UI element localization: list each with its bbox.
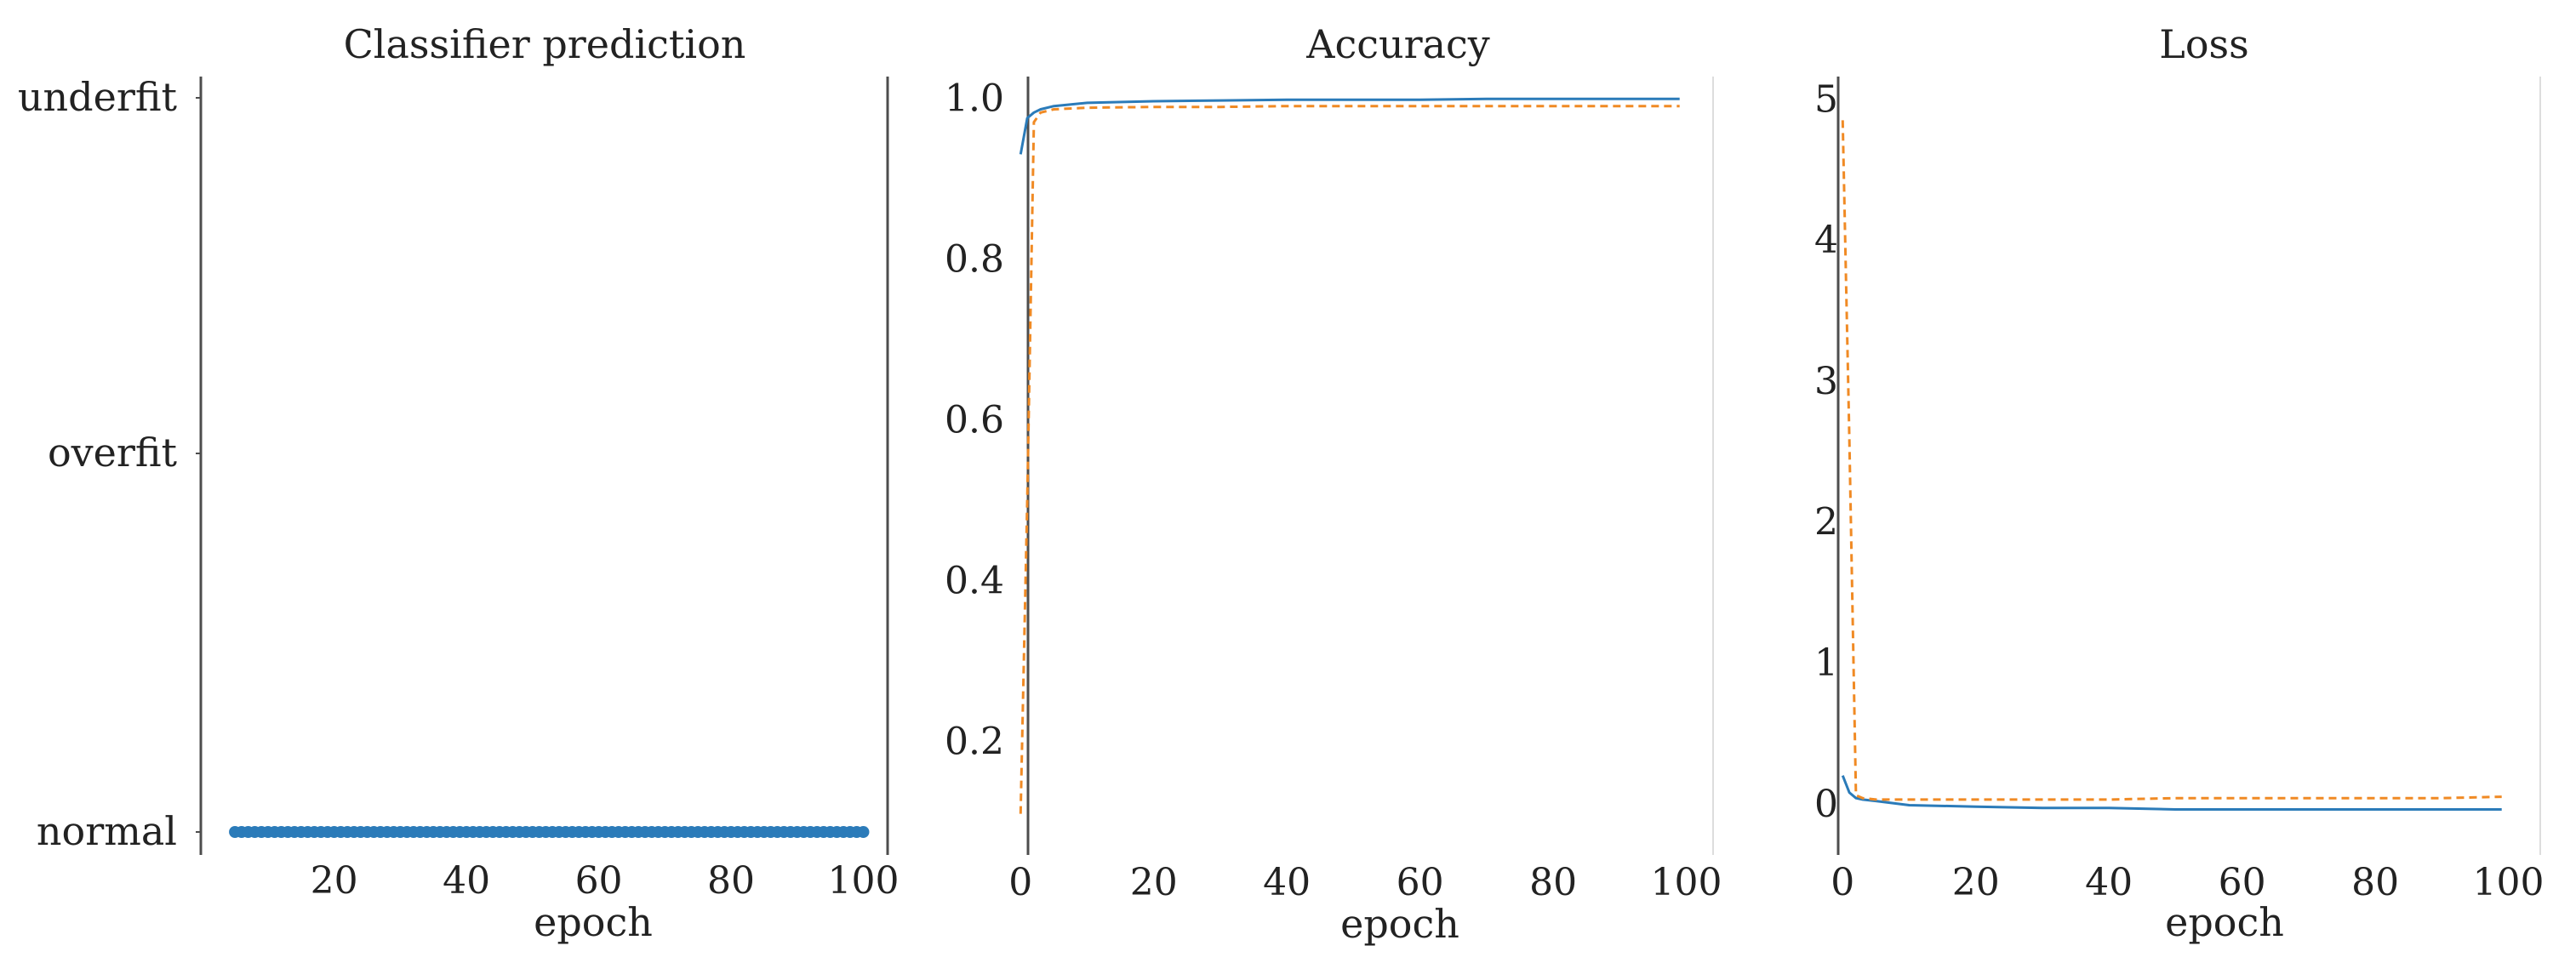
y-tick-label: underfit [18, 74, 178, 120]
x-tick-label: 80 [1529, 861, 1577, 904]
y-tick-label: 0.8 [945, 237, 1004, 281]
x-tick-label: 60 [575, 859, 623, 903]
x-tick-label: 0 [1831, 861, 1854, 904]
y-tick-label: 0 [1814, 783, 1838, 826]
x-axis-label: epoch [2165, 899, 2284, 945]
x-tick-label: 0 [1008, 861, 1032, 904]
y-tick-label: overfit [48, 430, 178, 476]
y-tick-label: 4 [1814, 219, 1838, 262]
x-tick-label: 40 [443, 859, 490, 903]
x-tick-label: 60 [1397, 861, 1444, 904]
x-tick-label: 20 [1130, 861, 1178, 904]
x-tick-label: 60 [2219, 861, 2266, 904]
y-tick-label: 0.6 [945, 398, 1004, 442]
x-tick-label: 100 [2473, 861, 2545, 904]
x-tick-label: 40 [1263, 861, 1311, 904]
accuracy-panel: Accuracy epoch 0.2 0.4 0.6 0.8 1.0 0 20 40 60 80 1… [945, 21, 1722, 947]
y-tick-label: 1 [1814, 641, 1838, 685]
y-tick-label: 5 [1814, 78, 1838, 122]
x-tick-label: 80 [707, 859, 755, 903]
series-solid-line [1019, 97, 1680, 155]
series-solid-line [1841, 775, 2502, 811]
y-tick-label: normal [37, 808, 177, 854]
y-tick-label: 0.4 [945, 559, 1004, 602]
chart-title: Loss [2159, 21, 2248, 67]
x-tick-label: 40 [2085, 861, 2133, 904]
x-axis-label: epoch [1340, 901, 1459, 947]
y-tick-label: 2 [1814, 501, 1838, 544]
loss-panel: Loss epoch 0 1 2 3 4 5 0 20 40 60 80 100 [1814, 21, 2545, 945]
x-tick-label: 80 [2351, 861, 2399, 904]
chart-title: Accuracy [1305, 21, 1490, 67]
chart-title: Classifier prediction [344, 21, 746, 67]
y-tick-label: 1.0 [945, 77, 1004, 120]
y-tick-label: 3 [1814, 360, 1838, 403]
x-tick-label: 20 [1952, 861, 2000, 904]
series-dashed-line [1019, 105, 1680, 814]
classifier-prediction-panel: Classifier prediction epoch underfit over… [18, 21, 900, 945]
x-tick-label: 100 [827, 859, 899, 903]
x-tick-label: 100 [1651, 861, 1722, 904]
x-axis-label: epoch [534, 899, 653, 945]
data-point [857, 826, 870, 838]
y-tick-label: 0.2 [945, 721, 1004, 764]
series-dashed-line [1841, 120, 2502, 801]
x-tick-label: 20 [311, 859, 358, 903]
